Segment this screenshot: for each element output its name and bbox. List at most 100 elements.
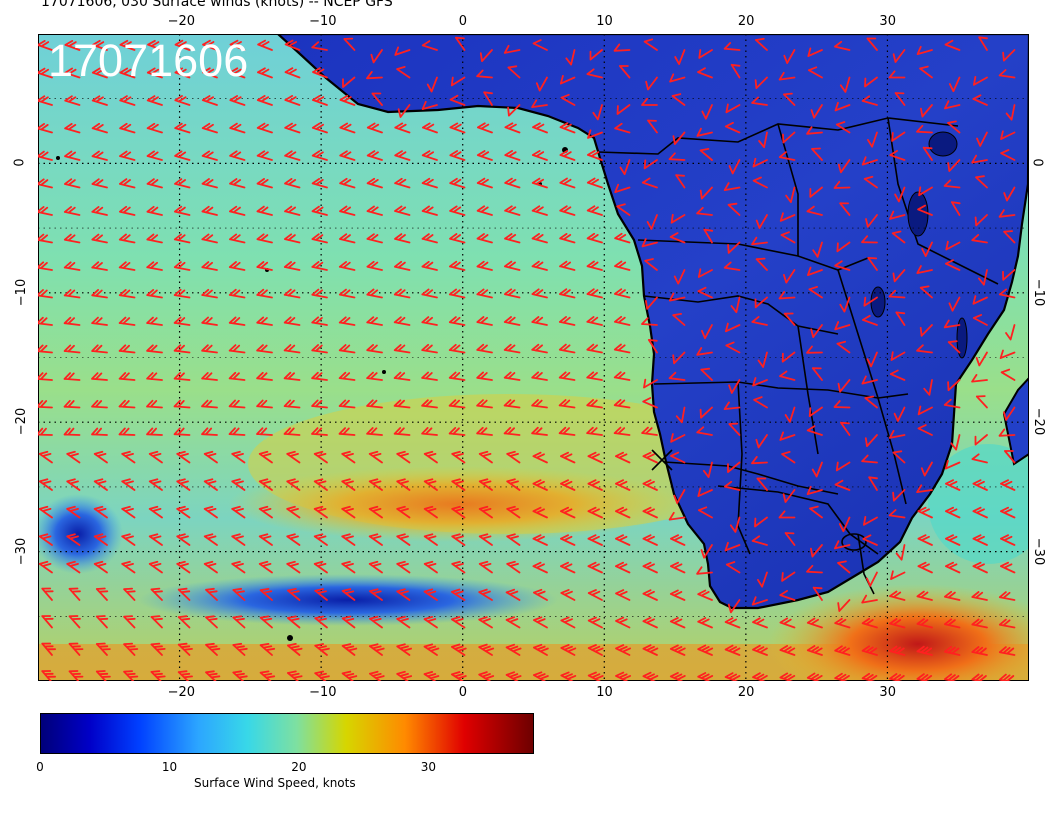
wind-barb: [615, 589, 631, 601]
wind-barb: [123, 642, 139, 656]
wind-barb: [840, 421, 851, 436]
wind-barb: [121, 533, 136, 546]
wind-barb: [671, 93, 686, 106]
wind-barb: [150, 615, 163, 629]
wind-barb: [313, 478, 328, 491]
wind-barb: [889, 618, 906, 629]
wind-barb: [448, 316, 466, 326]
wind-barb: [259, 670, 276, 681]
wind-barb: [287, 670, 303, 681]
wind-barb: [1000, 130, 1016, 140]
wind-barb: [945, 534, 961, 546]
wind-barb: [532, 451, 548, 464]
wind-barb: [919, 324, 933, 337]
wind-barb: [421, 343, 438, 354]
wind-barb: [423, 560, 438, 574]
wind-barb: [283, 288, 301, 299]
wind-barb: [284, 205, 301, 216]
wind-barb: [449, 122, 466, 134]
lon-tick-top: 30: [879, 14, 896, 29]
wind-barb: [755, 434, 768, 449]
wind-barb: [66, 533, 81, 546]
wind-barb: [341, 533, 356, 546]
wind-barb: [696, 566, 713, 575]
wind-barb: [476, 399, 493, 409]
wind-barb: [312, 95, 328, 106]
wind-barb: [505, 588, 521, 601]
wind-barb: [313, 560, 328, 574]
wind-barb: [699, 406, 713, 419]
wind-barb: [232, 670, 248, 681]
wind-barb: [396, 533, 411, 546]
wind-barb: [724, 644, 741, 656]
wind-barb: [586, 426, 603, 436]
wind-barb: [338, 399, 356, 409]
wind-barb: [256, 233, 273, 244]
wind-barb: [148, 560, 163, 574]
wind-barb: [921, 241, 933, 257]
wind-barb: [861, 156, 878, 166]
wind-barb: [121, 505, 136, 519]
wind-barb: [647, 339, 658, 354]
wind-barb: [312, 67, 328, 79]
wind-barb: [505, 643, 522, 656]
wind-barb: [369, 615, 383, 629]
wind-barb: [971, 673, 987, 681]
wind-barb: [752, 157, 768, 168]
wind-barb: [532, 122, 548, 134]
wind-barb: [311, 288, 328, 299]
wind-barb: [752, 672, 768, 681]
wind-barb: [837, 379, 851, 393]
wind-barb: [532, 561, 548, 574]
wind-barb: [889, 369, 906, 381]
wind-barb: [863, 516, 878, 526]
wind-barb: [724, 121, 741, 134]
wind-barb: [560, 534, 576, 546]
wind-barb: [339, 177, 356, 189]
wind-barb: [642, 561, 658, 574]
wind-barb: [38, 150, 53, 161]
wind-barb: [91, 316, 108, 326]
wind-barb: [506, 560, 521, 574]
island-madagascar: [1002, 376, 1029, 466]
wind-barb: [38, 95, 53, 106]
wind-barb: [146, 95, 163, 106]
wind-barb: [890, 351, 906, 361]
lat-tick-right: −30: [1031, 537, 1047, 565]
wind-barb: [393, 427, 411, 436]
wind-barb: [613, 426, 631, 436]
wind-barb: [119, 39, 136, 51]
wind-barb: [93, 478, 108, 491]
wind-barb: [476, 343, 493, 354]
wind-barb: [146, 289, 163, 299]
wind-barb: [451, 588, 466, 601]
wind-barb: [861, 645, 878, 656]
wind-barb: [393, 371, 411, 381]
wind-barb: [944, 673, 960, 681]
wind-barb: [341, 478, 356, 491]
wind-barb: [118, 233, 136, 244]
wind-barb: [92, 39, 108, 51]
wind-barb: [146, 233, 163, 244]
wind-barb: [421, 427, 438, 436]
wind-barb: [861, 672, 878, 681]
wind-barb: [229, 205, 246, 216]
wind-barb: [780, 231, 796, 244]
wind-barb: [123, 587, 136, 601]
wind-barb: [146, 67, 163, 79]
wind-barb: [616, 203, 631, 216]
wind-barb: [311, 261, 328, 271]
wind-barb: [91, 399, 108, 409]
wind-barb: [258, 478, 273, 491]
wind-barb: [393, 399, 411, 409]
wind-barb: [696, 127, 713, 137]
wind-barb: [972, 94, 988, 106]
wind-barb: [123, 615, 136, 629]
wind-barb: [947, 340, 961, 354]
wind-barb: [203, 505, 218, 519]
wind-barb: [256, 122, 273, 134]
wind-barb: [861, 95, 878, 106]
wind-barb: [369, 588, 383, 601]
wind-barb: [532, 506, 548, 519]
wind-barb: [586, 205, 603, 216]
